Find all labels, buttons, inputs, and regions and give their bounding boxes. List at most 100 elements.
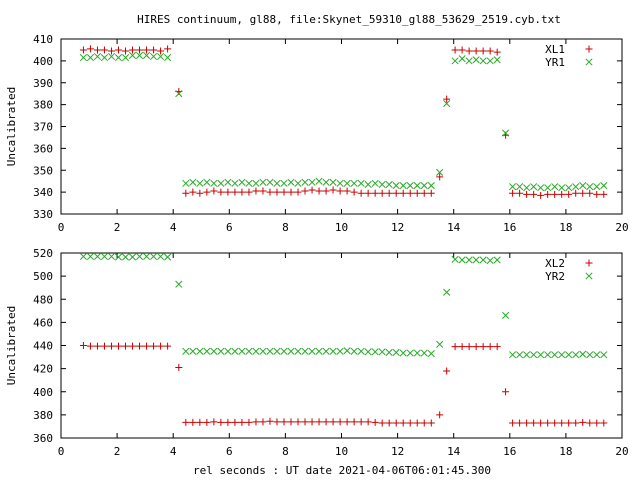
series-xl1 [79,45,608,199]
data-point [493,48,501,56]
data-point [93,46,101,54]
data-point [100,54,109,62]
y-tick-label: 360 [33,432,53,445]
bottom-panel: 0 2 4 6 8 10 12 14 16 18 20 360 380 400 420 440 460 480 50… [5,247,629,458]
data-point [128,51,137,59]
data-point [378,180,386,189]
data-point [245,179,253,187]
data-point [115,46,123,54]
data-point [378,189,386,197]
data-point [350,418,358,426]
y-tick-label: 390 [33,77,53,90]
data-point [486,57,494,65]
data-point [493,56,501,64]
data-point [107,342,115,350]
data-point [245,418,253,426]
data-point [593,183,601,191]
data-point [189,347,197,355]
data-point [586,419,594,427]
data-point [301,347,309,355]
data-point [79,252,87,261]
data-point [203,178,211,186]
data-point [392,348,400,356]
x-tick-label: 2 [114,445,121,458]
data-point [479,47,487,55]
data-point [336,187,344,195]
y-tick-label: 410 [33,33,53,46]
data-point [399,182,407,190]
data-point [336,347,344,355]
data-point [224,418,232,426]
data-point [175,363,183,371]
data-point [451,46,459,54]
data-point [107,52,116,61]
data-point [399,189,407,197]
data-point [210,418,218,426]
data-point [164,253,172,261]
data-point [238,418,246,426]
x-tick-label: 2 [114,221,121,234]
data-point [175,280,183,288]
data-point [143,46,151,54]
data-point [143,342,151,350]
data-point [579,350,587,358]
data-point [259,347,267,355]
data-point [371,179,379,187]
data-point [544,184,552,192]
data-point [93,252,102,261]
data-point [472,47,480,55]
data-point [122,47,130,55]
data-point [593,351,601,359]
data-point [100,252,109,261]
data-point [252,347,260,355]
data-point [329,418,337,426]
data-point [436,173,444,181]
data-point [238,347,246,355]
x-tick-label: 0 [58,445,65,458]
y-tick-label: 500 [33,270,53,283]
data-point [420,419,428,427]
y-tick-label: 380 [33,409,53,422]
x-tick-label: 20 [615,445,628,458]
data-point [502,388,510,396]
data-point [231,347,239,355]
data-point [586,183,594,191]
y-tick-label: 420 [33,363,53,376]
x-tick-label: 4 [170,221,177,234]
data-point [322,187,330,195]
data-point [523,184,531,192]
data-point [451,57,459,65]
x-tick-label: 16 [503,221,516,234]
data-point [558,419,566,427]
data-point [551,419,559,427]
data-point [280,188,288,196]
data-point [558,190,566,198]
data-point [343,187,351,195]
data-point [364,418,372,426]
y-tick-label: 370 [33,121,53,134]
data-point [273,179,281,187]
data-point [479,256,487,264]
x-tick-label: 12 [391,221,404,234]
x-tick-label: 8 [282,445,289,458]
y-tick-label: 360 [33,142,53,155]
data-point [336,418,344,426]
data-point [486,256,494,265]
x-tick-label: 14 [447,221,461,234]
data-point [315,187,323,195]
data-point [273,347,281,355]
data-point [129,46,137,54]
series-yr2 [79,252,608,359]
data-point [238,188,246,196]
data-point [399,349,407,357]
data-point [357,189,365,197]
data-point [86,45,94,53]
data-point [558,184,566,192]
data-point [493,343,501,351]
data-point [79,342,87,349]
data-point [210,179,218,187]
data-point [142,252,151,261]
data-point [406,349,414,357]
data-point [486,47,494,55]
